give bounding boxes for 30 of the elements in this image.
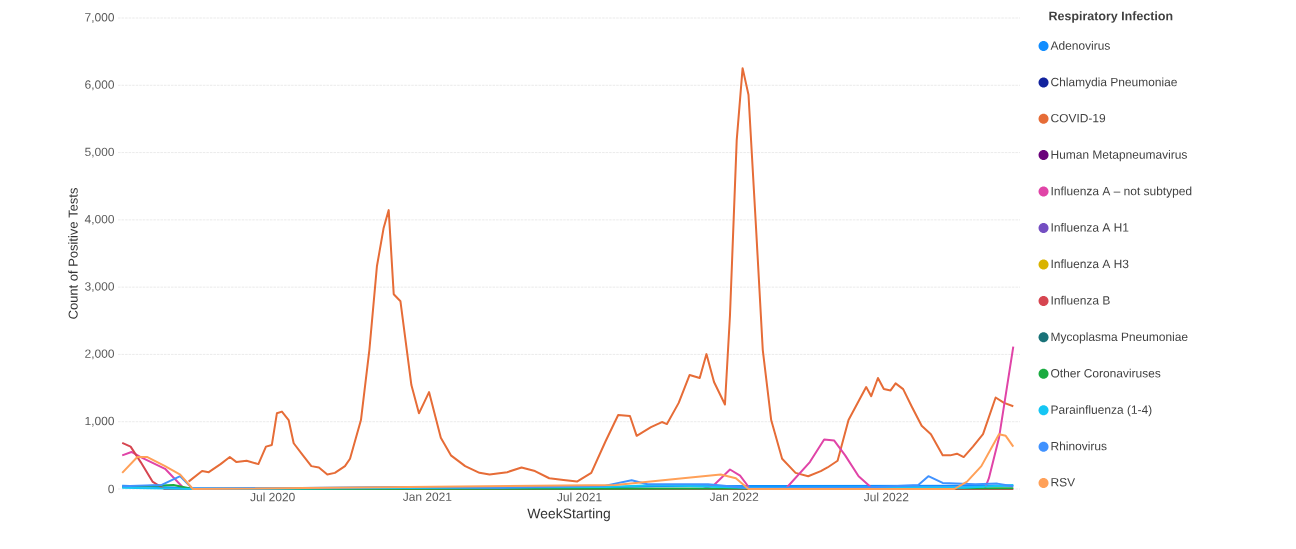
legend-label: Mycoplasma Pneumoniae [1051, 332, 1188, 344]
y-axis-title: Count of Positive Tests [68, 188, 78, 319]
y-tick-label: 3,000 [85, 282, 115, 293]
x-axis-title: WeekStarting [527, 508, 610, 522]
legend-label: Influenza A – not subtyped [1051, 186, 1192, 198]
legend-label: Rhinovirus [1051, 441, 1107, 451]
legend-label: Influenza A H1 [1051, 222, 1129, 232]
x-tick-label: Jan 2022 [709, 492, 759, 501]
y-tick-label: 1,000 [85, 416, 115, 427]
legend-label: Influenza A H3 [1051, 259, 1129, 269]
y-tick-label: 5,000 [85, 147, 115, 158]
x-tick-label: Jul 2022 [863, 492, 909, 502]
y-tick-label: 4,000 [84, 214, 115, 225]
x-tick-label: Jul 2021 [557, 492, 602, 502]
legend-title: Respiratory Infection [1049, 11, 1173, 23]
y-tick-label: 6,000 [85, 80, 115, 91]
legend-label: Human Metapneumavirus [1051, 150, 1187, 162]
legend-label: Adenovirus [1050, 41, 1110, 50]
legend-label: Other Coronaviruses [1051, 368, 1161, 378]
x-tick-label: Jan 2021 [402, 492, 452, 501]
legend-label: Parainfluenza (1-4) [1051, 405, 1152, 417]
legend-label: COVID-19 [1051, 113, 1106, 123]
y-tick-label: 7,000 [85, 13, 115, 23]
y-tick-label: 2,000 [85, 349, 115, 360]
y-tick-label: 0 [108, 484, 115, 494]
legend-label: Influenza B [1051, 295, 1110, 305]
legend-label: Chlamydia Pneumoniae [1051, 77, 1177, 89]
x-tick-label: Jul 2020 [250, 492, 295, 502]
legend-label: RSV [1051, 478, 1076, 487]
line-series [187, 67, 1015, 483]
